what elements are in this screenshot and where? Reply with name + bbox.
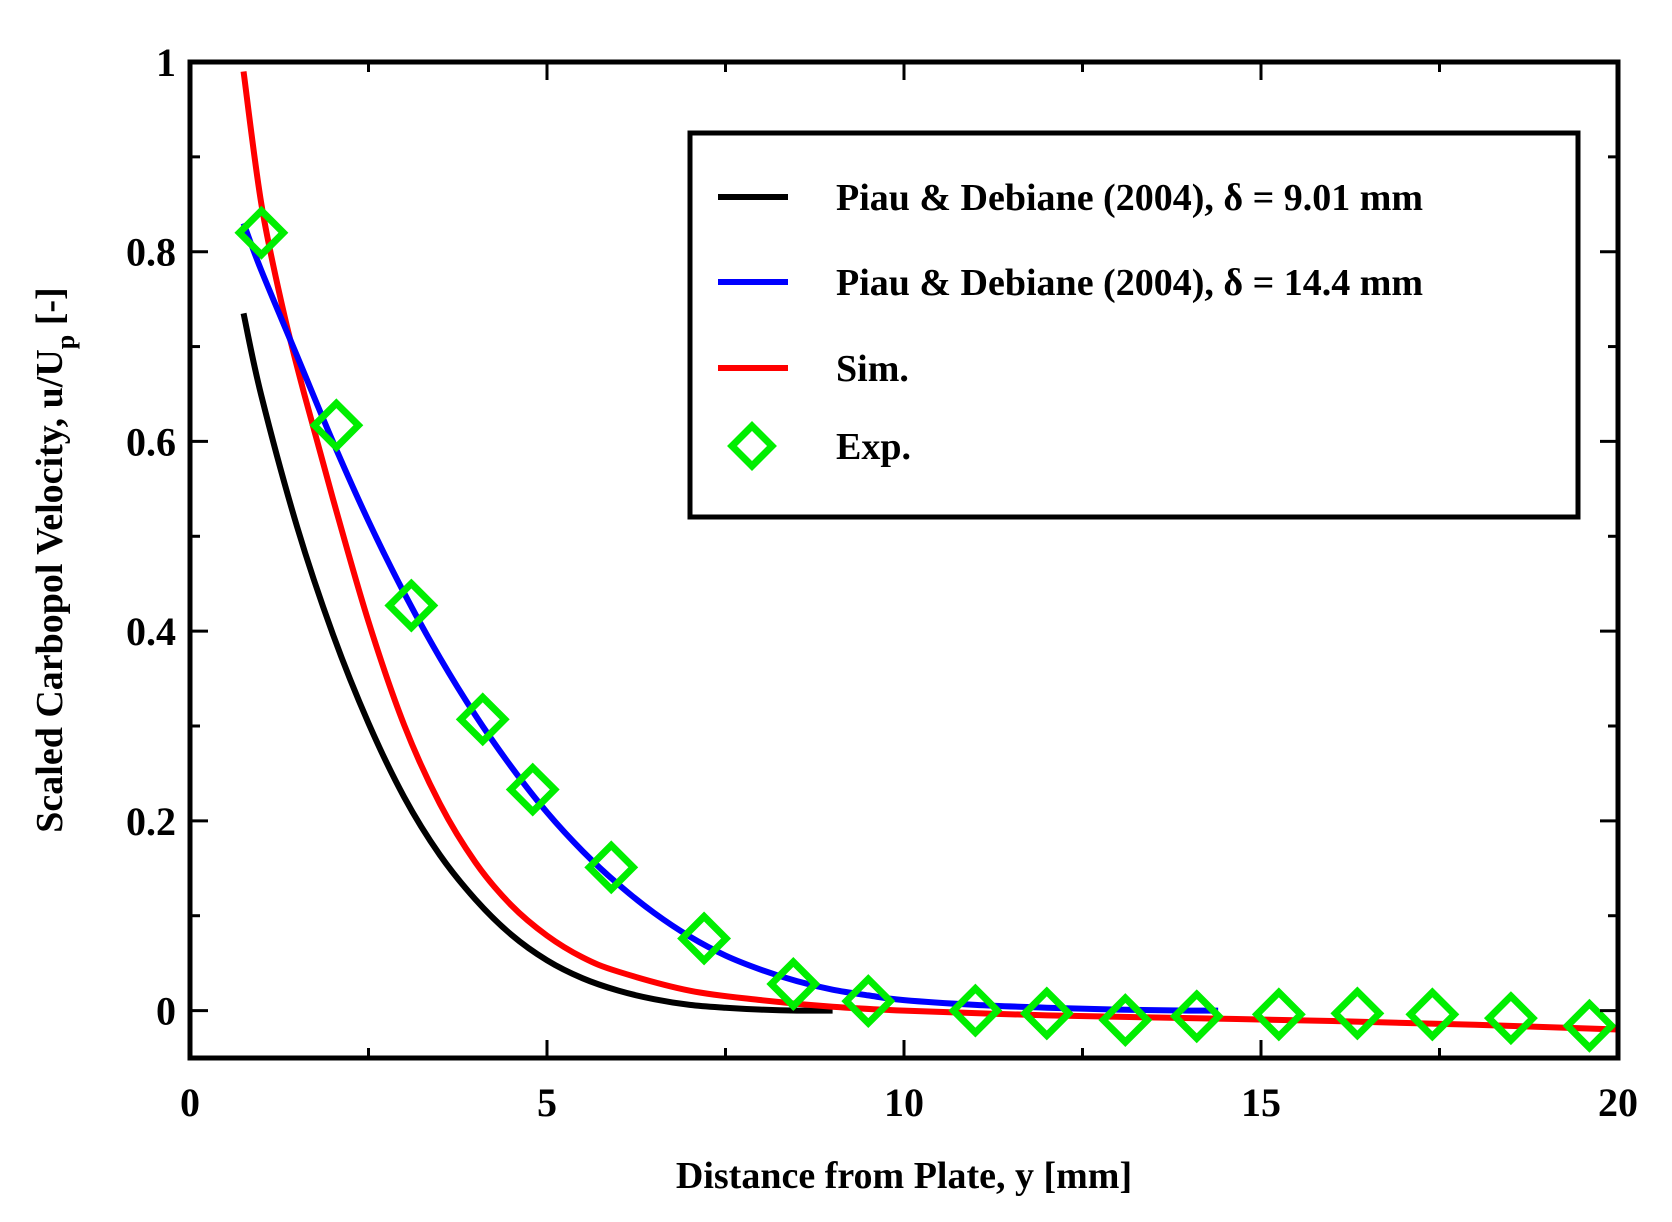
x-tick-label: 0: [180, 1080, 200, 1125]
x-tick-label: 15: [1241, 1080, 1281, 1125]
legend-label: Piau & Debiane (2004), δ = 14.4 mm: [836, 262, 1423, 304]
exp-marker: [1098, 993, 1153, 1048]
y-tick-label: 1: [156, 40, 176, 85]
x-tick-label: 20: [1598, 1080, 1638, 1125]
y-axis-title-subscript: p: [51, 335, 80, 349]
x-tick-label: 5: [537, 1080, 557, 1125]
series-line-1: [240, 222, 1219, 1014]
series-line-0: [240, 312, 833, 1014]
y-axis-title: Scaled Carbopol Velocity, u/Up [-]: [29, 287, 80, 832]
exp-marker: [1169, 989, 1224, 1044]
y-axis-title-main: Scaled Carbopol Velocity, u/U: [29, 349, 71, 833]
legend-label: Piau & Debiane (2004), δ = 9.01 mm: [836, 177, 1423, 219]
series-layer: [234, 71, 1619, 1053]
exp-marker: [1562, 998, 1617, 1053]
exp-marker: [505, 762, 560, 817]
exp-marker: [1405, 987, 1460, 1042]
exp-marker: [841, 974, 896, 1029]
y-tick-label: 0.2: [126, 799, 176, 844]
exp-marker: [309, 398, 364, 453]
exp-marker: [948, 983, 1003, 1038]
exp-marker: [1251, 987, 1306, 1042]
exp-marker: [677, 911, 732, 966]
exp-marker: [1483, 991, 1538, 1046]
exp-marker: [455, 692, 510, 747]
exp-marker: [1019, 986, 1074, 1041]
x-tick-label: 10: [884, 1080, 924, 1125]
y-tick-label: 0: [156, 989, 176, 1034]
legend-label: Sim.: [836, 348, 909, 390]
y-tick-label: 0.8: [126, 230, 176, 275]
ticks-layer: 0 5 10 15 20 0 0.2 0.4 0.6 0.8 1: [126, 40, 1638, 1125]
exp-marker: [384, 578, 439, 633]
y-axis-title-tail: [-]: [29, 287, 71, 334]
exp-marker: [234, 205, 289, 260]
y-tick-label: 0.4: [126, 609, 176, 654]
exp-marker: [584, 840, 639, 895]
legend-box: [687, 130, 1581, 520]
legend: Piau & Debiane (2004), δ = 9.01 mm Piau &…: [687, 130, 1581, 520]
y-tick-label: 0.6: [126, 419, 176, 464]
series-line-2: [240, 71, 1619, 1033]
legend-marker: [727, 421, 777, 471]
exp-marker: [1330, 986, 1385, 1041]
legend-label: Exp.: [836, 426, 911, 468]
exp-marker: [766, 957, 821, 1011]
x-axis-title: Distance from Plate, y [mm]: [676, 1155, 1132, 1197]
